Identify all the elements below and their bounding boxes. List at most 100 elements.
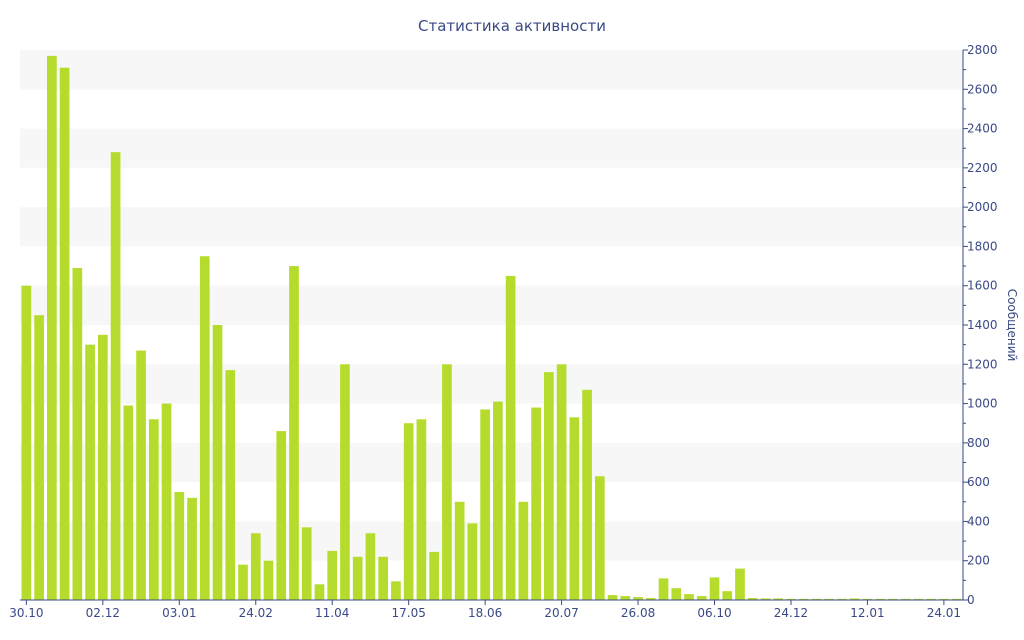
- bar: [862, 598, 873, 600]
- bar: [276, 431, 287, 600]
- x-tick-label: 24.02: [239, 606, 273, 620]
- x-tick-label: 20.07: [544, 606, 578, 620]
- y-tick-label: 0: [967, 593, 975, 607]
- y-tick-label: 2600: [967, 82, 998, 96]
- chart-title: Статистика активности: [418, 17, 606, 35]
- y-tick-label: 2400: [967, 122, 998, 136]
- y-axis: 0 200 400 600 800 1000 1200 1400 1600 1800 2000 220…: [962, 43, 998, 607]
- x-tick-label: 30.10: [9, 606, 43, 620]
- x-tick-label: 11.04: [315, 606, 349, 620]
- bars-series: [21, 55, 962, 601]
- bar: [926, 598, 936, 600]
- y-tick-label: 2800: [967, 43, 998, 57]
- bar: [888, 598, 898, 600]
- y-tick-label: 200: [967, 554, 990, 568]
- x-tick-label: 06.10: [697, 606, 731, 620]
- bar: [824, 598, 835, 600]
- x-tick-label: 18.06: [468, 606, 502, 620]
- bar: [59, 67, 70, 601]
- bar: [544, 372, 554, 600]
- bar: [136, 350, 146, 600]
- bar: [340, 364, 350, 600]
- x-axis: 30.10 02.12 03.01 24.02 11.04 17.05 18.06 20.07…: [9, 599, 963, 620]
- bar: [735, 568, 745, 600]
- grid-band: [20, 50, 963, 90]
- bar: [429, 551, 439, 601]
- bar: [684, 594, 694, 600]
- bar: [123, 405, 134, 600]
- bar: [747, 598, 758, 600]
- grid-band: [20, 207, 963, 247]
- bar: [212, 325, 223, 600]
- bar: [199, 256, 210, 600]
- y-tick-label: 2200: [967, 161, 998, 175]
- bar: [798, 598, 809, 600]
- bar: [365, 533, 376, 600]
- bar: [493, 401, 503, 600]
- bar: [391, 581, 401, 600]
- bar: [110, 152, 121, 600]
- grid-band: [20, 364, 963, 404]
- bar: [378, 556, 389, 600]
- y-tick-label: 1400: [967, 318, 998, 332]
- bar: [47, 55, 57, 600]
- y-tick-label: 1600: [967, 279, 998, 293]
- bar: [505, 275, 516, 600]
- x-tick-label: 26.08: [621, 606, 655, 620]
- bar: [620, 596, 631, 600]
- bar: [531, 407, 541, 600]
- grid-bands: [20, 50, 963, 561]
- y-tick-label: 1200: [967, 357, 998, 371]
- y-tick-label: 2000: [967, 200, 998, 214]
- bar: [238, 564, 248, 600]
- bar: [454, 501, 465, 600]
- bar: [289, 266, 299, 600]
- y-tick-label: 800: [967, 436, 990, 450]
- x-tick-label: 24.01: [927, 606, 961, 620]
- grid-band: [20, 285, 963, 325]
- bar: [811, 598, 822, 600]
- bar: [645, 598, 656, 600]
- bar: [786, 598, 796, 600]
- bar: [301, 527, 312, 600]
- bar: [327, 550, 338, 600]
- bar: [633, 597, 643, 600]
- bar: [582, 389, 592, 600]
- bar: [250, 533, 261, 600]
- bar: [913, 598, 924, 600]
- bar: [225, 370, 236, 600]
- bar: [518, 501, 529, 600]
- bar: [352, 556, 363, 600]
- bar: [671, 588, 682, 600]
- x-tick-label: 03.01: [162, 606, 196, 620]
- bar: [837, 598, 847, 600]
- bar: [607, 595, 618, 600]
- x-tick-label: 02.12: [86, 606, 120, 620]
- y-tick-label: 1000: [967, 397, 998, 411]
- y-axis-title: Сообщений: [1005, 289, 1019, 362]
- bar: [594, 476, 605, 600]
- bar: [161, 403, 172, 600]
- bar: [416, 419, 427, 600]
- bar: [85, 344, 95, 600]
- bar: [174, 491, 185, 600]
- bar: [34, 315, 44, 600]
- bar: [951, 598, 962, 600]
- bar: [722, 591, 733, 600]
- bar: [187, 497, 197, 600]
- bar: [696, 596, 707, 600]
- bar: [314, 584, 325, 600]
- grid-band: [20, 521, 963, 561]
- bar: [556, 364, 567, 600]
- bar: [849, 598, 860, 600]
- bar: [403, 423, 414, 600]
- bar: [939, 598, 949, 600]
- bar: [72, 268, 83, 600]
- bar: [263, 560, 274, 600]
- bar: [442, 364, 452, 600]
- bar: [773, 598, 784, 600]
- bar: [480, 409, 490, 600]
- x-tick-label: 12.01: [850, 606, 884, 620]
- bar: [900, 598, 911, 600]
